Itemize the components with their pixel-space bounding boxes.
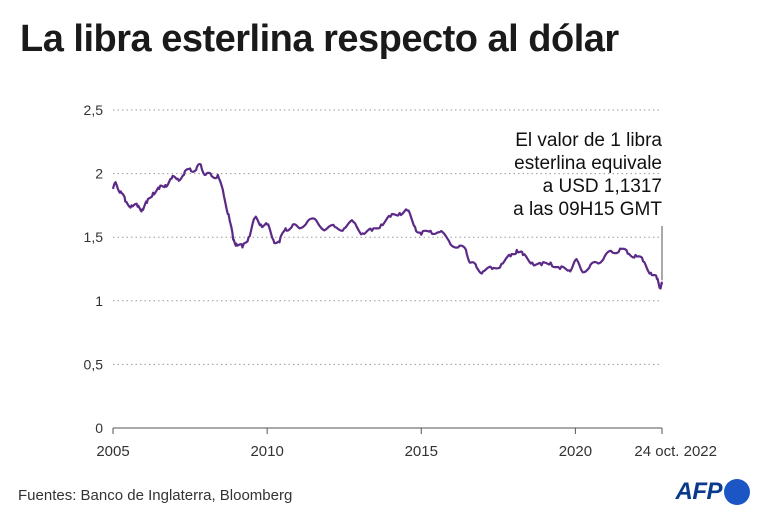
annotation-line: a USD 1,1317 bbox=[543, 176, 662, 197]
y-tick-label: 1 bbox=[95, 293, 103, 309]
logo-dot-icon bbox=[724, 479, 750, 505]
y-axis-ticks: 0 0,5 1 1,5 2 2,5 bbox=[84, 102, 104, 436]
afp-logo: AFP bbox=[675, 478, 750, 506]
annotation-line: El valor de 1 libra bbox=[515, 130, 662, 151]
x-tick-label: 2010 bbox=[250, 443, 283, 460]
annotation-line: esterlina equivale bbox=[514, 153, 662, 174]
y-tick-label: 1,5 bbox=[84, 229, 104, 245]
x-tick-label: 2020 bbox=[559, 443, 592, 460]
y-tick-label: 0,5 bbox=[84, 356, 104, 372]
chart-title: La libra esterlina respecto al dólar bbox=[20, 18, 619, 60]
logo-text: AFP bbox=[675, 478, 723, 505]
x-tick-label: 2005 bbox=[96, 443, 129, 460]
y-tick-label: 2 bbox=[95, 166, 103, 182]
y-tick-label: 0 bbox=[95, 420, 103, 436]
source-note: Fuentes: Banco de Inglaterra, Bloomberg bbox=[18, 487, 293, 504]
series-line bbox=[111, 163, 664, 290]
x-tick-label: 2015 bbox=[405, 443, 438, 460]
x-tick-label: 24 oct. 2022 bbox=[634, 443, 717, 460]
y-tick-label: 2,5 bbox=[84, 102, 104, 118]
annotation-line: a las 09H15 GMT bbox=[513, 199, 662, 220]
x-axis-ticks: 2005 2010 2015 2020 24 oct. 2022 bbox=[96, 428, 717, 460]
